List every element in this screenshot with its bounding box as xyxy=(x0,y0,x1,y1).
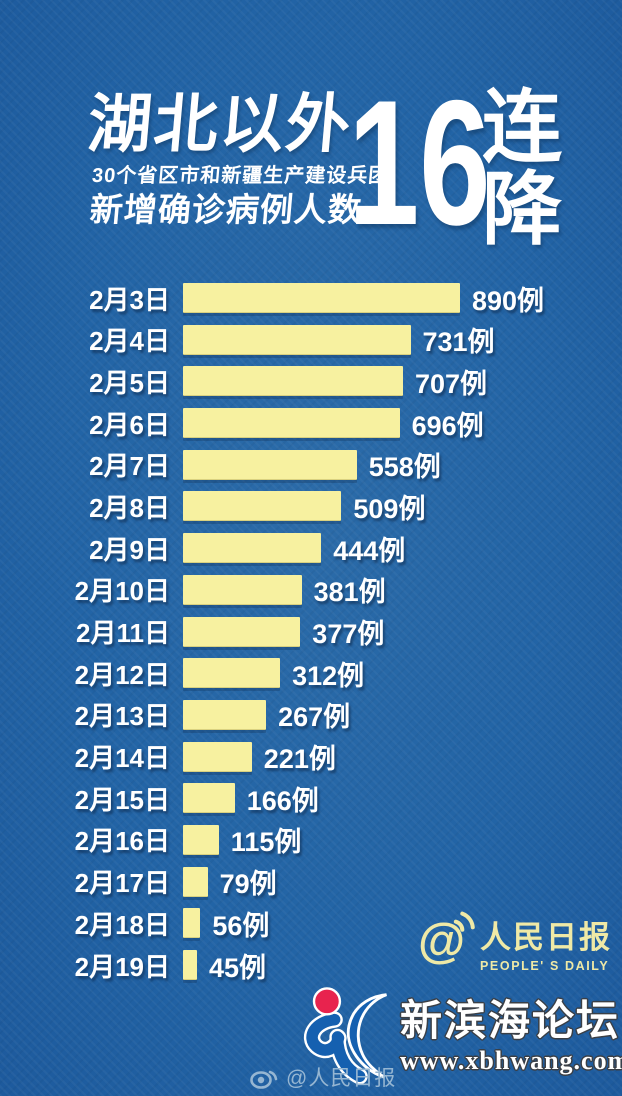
at-megaphone-icon: @ xyxy=(418,911,475,968)
value-label: 890例 xyxy=(472,285,545,316)
value-label: 221例 xyxy=(263,744,336,775)
chart-row: 2月12日 312例 xyxy=(0,658,622,691)
peoples-daily-logo: @ 人民日报 PEOPLE' S DAILY xyxy=(418,906,612,976)
chart-row: 2月17日 79例 xyxy=(0,866,622,899)
date-label: 2月12日 xyxy=(74,659,170,690)
bar xyxy=(183,574,302,605)
bar xyxy=(183,699,267,730)
value-label: 56例 xyxy=(212,910,270,941)
date-label: 2月16日 xyxy=(74,826,170,857)
peoples-daily-english: PEOPLE' S DAILY xyxy=(480,959,610,973)
streak-count: 16 xyxy=(348,63,491,262)
value-label: 45例 xyxy=(209,952,267,983)
bar xyxy=(183,449,357,480)
chart-row: 2月14日 221例 xyxy=(0,741,622,774)
chart-row: 2月15日 166例 xyxy=(0,783,622,816)
forum-name: 新滨海论坛 xyxy=(400,997,621,1044)
forum-logo-icon xyxy=(303,987,388,1084)
chart-row: 2月19日 45例 xyxy=(0,950,622,983)
chart-row: 2月9日 444例 xyxy=(0,533,622,566)
chart-row: 2月10日 381例 xyxy=(0,574,622,607)
value-label: 731例 xyxy=(422,327,495,358)
value-label: 381例 xyxy=(313,577,386,608)
value-label: 377例 xyxy=(312,619,385,649)
bar xyxy=(183,658,281,689)
main-title: 湖北以外 xyxy=(84,88,356,160)
bar xyxy=(183,824,219,855)
streak-char-jiang: 降 xyxy=(482,165,562,254)
forum-watermark: 新滨海论坛 www.xbhwang.com xyxy=(302,986,622,1084)
value-label: 79例 xyxy=(219,869,277,900)
date-label: 2月8日 xyxy=(89,492,170,523)
date-label: 2月15日 xyxy=(74,784,170,815)
chart-row: 2月8日 509例 xyxy=(0,491,622,524)
bar xyxy=(183,408,400,439)
bar xyxy=(183,866,208,897)
bar xyxy=(183,908,201,939)
forum-url: www.xbhwang.com xyxy=(400,1046,622,1075)
subtitle-metric: 新增确诊病例人数 xyxy=(88,191,364,228)
value-label: 509例 xyxy=(353,493,426,524)
value-label: 115例 xyxy=(230,827,302,858)
date-label: 2月19日 xyxy=(74,951,170,982)
weibo-handle: @人民日报 xyxy=(286,1067,397,1090)
bar xyxy=(183,741,252,772)
bar xyxy=(183,283,460,313)
peoples-daily-name: 人民日报 xyxy=(480,920,612,955)
date-label: 2月13日 xyxy=(74,701,170,732)
date-label: 2月11日 xyxy=(76,618,170,648)
date-label: 2月18日 xyxy=(74,909,170,940)
chart-row: 2月5日 707例 xyxy=(0,366,622,399)
weibo-watermark: @人民日报 xyxy=(250,1062,396,1092)
streak-char-lian: 连 xyxy=(482,83,562,172)
value-label: 312例 xyxy=(292,660,365,691)
value-label: 558例 xyxy=(368,452,441,483)
date-label: 2月5日 xyxy=(89,367,170,398)
value-label: 444例 xyxy=(333,535,406,566)
date-label: 2月6日 xyxy=(89,409,170,440)
bar xyxy=(183,783,235,814)
value-label: 707例 xyxy=(415,368,488,399)
date-label: 2月7日 xyxy=(89,451,170,482)
bar xyxy=(183,366,403,397)
chart-row: 2月4日 731例 xyxy=(0,324,622,357)
bar xyxy=(183,324,411,355)
bar xyxy=(183,616,301,647)
chart-row: 2月13日 267例 xyxy=(0,699,622,732)
value-label: 267例 xyxy=(278,702,351,733)
chart-row: 2月6日 696例 xyxy=(0,408,622,441)
value-label: 166例 xyxy=(246,785,319,816)
weibo-eye-icon xyxy=(250,1070,278,1089)
date-label: 2月17日 xyxy=(74,868,170,899)
bar xyxy=(183,491,342,522)
bar xyxy=(183,533,322,564)
date-label: 2月10日 xyxy=(74,576,170,607)
subtitle-region: 30个省区市和新疆生产建设兵团 xyxy=(91,165,391,187)
chart-row: 2月3日 890例 xyxy=(0,283,622,316)
date-label: 2月14日 xyxy=(74,743,170,774)
date-label: 2月9日 xyxy=(89,534,170,565)
chart-row: 2月11日 377例 xyxy=(0,616,622,649)
value-label: 696例 xyxy=(411,410,484,441)
bar-chart: 2月3日 890例 2月4日 731例 2月5日 707例 2月6日 696例 … xyxy=(0,283,622,992)
chart-row: 2月16日 115例 xyxy=(0,824,622,857)
date-label: 2月4日 xyxy=(89,326,170,357)
chart-row: 2月18日 56例 xyxy=(0,908,622,941)
bar xyxy=(183,950,197,980)
chart-row: 2月7日 558例 xyxy=(0,449,622,482)
date-label: 2月3日 xyxy=(89,284,170,315)
